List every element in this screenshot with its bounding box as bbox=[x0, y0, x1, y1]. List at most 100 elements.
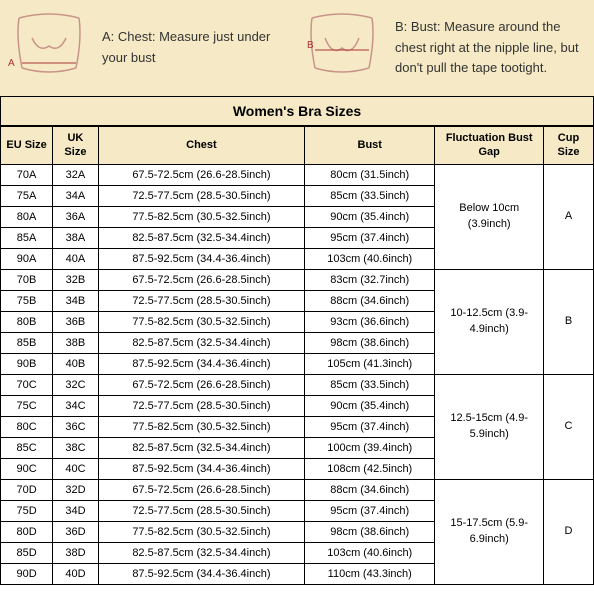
cell-eu-size: 70C bbox=[1, 374, 53, 395]
cell-uk-size: 32A bbox=[53, 164, 99, 185]
cell-eu-size: 70B bbox=[1, 269, 53, 290]
cell-bust: 95cm (37.4inch) bbox=[305, 227, 435, 248]
cell-chest: 77.5-82.5cm (30.5-32.5inch) bbox=[98, 311, 304, 332]
measure-a-text: A: Chest: Measure just under your bust bbox=[102, 27, 297, 69]
cell-chest: 82.5-87.5cm (32.5-34.4inch) bbox=[98, 227, 304, 248]
size-table-container: Women's Bra Sizes EU Size UK Size Chest … bbox=[0, 97, 594, 585]
cell-chest: 82.5-87.5cm (32.5-34.4inch) bbox=[98, 332, 304, 353]
table-row: 70C32C67.5-72.5cm (26.6-28.5inch)85cm (3… bbox=[1, 374, 594, 395]
cell-bust: 108cm (42.5inch) bbox=[305, 458, 435, 479]
cell-uk-size: 32D bbox=[53, 479, 99, 500]
cell-uk-size: 36D bbox=[53, 521, 99, 542]
measure-b-col: B B: Bust: Measure around the chest righ… bbox=[297, 8, 590, 88]
cell-eu-size: 80D bbox=[1, 521, 53, 542]
cell-chest: 72.5-77.5cm (28.5-30.5inch) bbox=[98, 500, 304, 521]
cell-uk-size: 40A bbox=[53, 248, 99, 269]
diagram-a-label: A bbox=[8, 58, 15, 69]
cell-bust: 100cm (39.4inch) bbox=[305, 437, 435, 458]
cell-chest: 67.5-72.5cm (26.6-28.5inch) bbox=[98, 164, 304, 185]
col-uk-size: UK Size bbox=[53, 127, 99, 165]
cell-eu-size: 75A bbox=[1, 185, 53, 206]
cell-chest: 72.5-77.5cm (28.5-30.5inch) bbox=[98, 290, 304, 311]
cell-uk-size: 38C bbox=[53, 437, 99, 458]
cell-chest: 77.5-82.5cm (30.5-32.5inch) bbox=[98, 206, 304, 227]
cell-bust: 88cm (34.6inch) bbox=[305, 479, 435, 500]
cell-eu-size: 75D bbox=[1, 500, 53, 521]
cell-uk-size: 40C bbox=[53, 458, 99, 479]
cell-chest: 82.5-87.5cm (32.5-34.4inch) bbox=[98, 437, 304, 458]
cell-bust: 105cm (41.3inch) bbox=[305, 353, 435, 374]
cell-bust: 85cm (33.5inch) bbox=[305, 374, 435, 395]
table-header-row: EU Size UK Size Chest Bust Fluctuation B… bbox=[1, 127, 594, 165]
cell-uk-size: 38D bbox=[53, 542, 99, 563]
cell-chest: 72.5-77.5cm (28.5-30.5inch) bbox=[98, 185, 304, 206]
table-row: 70D32D67.5-72.5cm (26.6-28.5inch)88cm (3… bbox=[1, 479, 594, 500]
cell-eu-size: 90D bbox=[1, 563, 53, 584]
cell-eu-size: 70D bbox=[1, 479, 53, 500]
cell-cup-size: A bbox=[544, 164, 594, 269]
cell-eu-size: 75C bbox=[1, 395, 53, 416]
table-row: 70B32B67.5-72.5cm (26.6-28.5inch)83cm (3… bbox=[1, 269, 594, 290]
cell-chest: 77.5-82.5cm (30.5-32.5inch) bbox=[98, 416, 304, 437]
cell-chest: 87.5-92.5cm (34.4-36.4inch) bbox=[98, 248, 304, 269]
col-eu-size: EU Size bbox=[1, 127, 53, 165]
cell-fluctuation: Below 10cm (3.9inch) bbox=[435, 164, 544, 269]
cell-cup-size: B bbox=[544, 269, 594, 374]
cell-fluctuation: 15-17.5cm (5.9-6.9inch) bbox=[435, 479, 544, 584]
cell-cup-size: C bbox=[544, 374, 594, 479]
table-row: 70A32A67.5-72.5cm (26.6-28.5inch)80cm (3… bbox=[1, 164, 594, 185]
cell-bust: 90cm (35.4inch) bbox=[305, 395, 435, 416]
cell-eu-size: 85B bbox=[1, 332, 53, 353]
cell-eu-size: 90C bbox=[1, 458, 53, 479]
cell-bust: 90cm (35.4inch) bbox=[305, 206, 435, 227]
measure-a-col: A A: Chest: Measure just under your bust bbox=[4, 8, 297, 88]
cell-eu-size: 85D bbox=[1, 542, 53, 563]
cell-fluctuation: 10-12.5cm (3.9-4.9inch) bbox=[435, 269, 544, 374]
cell-bust: 95cm (37.4inch) bbox=[305, 500, 435, 521]
cell-eu-size: 80A bbox=[1, 206, 53, 227]
cell-bust: 85cm (33.5inch) bbox=[305, 185, 435, 206]
col-fluctuation: Fluctuation Bust Gap bbox=[435, 127, 544, 165]
cell-uk-size: 38A bbox=[53, 227, 99, 248]
cell-uk-size: 32B bbox=[53, 269, 99, 290]
cell-uk-size: 38B bbox=[53, 332, 99, 353]
cell-chest: 67.5-72.5cm (26.6-28.5inch) bbox=[98, 269, 304, 290]
chest-diagram-icon: A bbox=[4, 8, 94, 88]
cell-chest: 77.5-82.5cm (30.5-32.5inch) bbox=[98, 521, 304, 542]
cell-cup-size: D bbox=[544, 479, 594, 584]
cell-chest: 82.5-87.5cm (32.5-34.4inch) bbox=[98, 542, 304, 563]
cell-chest: 87.5-92.5cm (34.4-36.4inch) bbox=[98, 563, 304, 584]
bust-diagram-icon: B bbox=[297, 8, 387, 88]
cell-uk-size: 34D bbox=[53, 500, 99, 521]
col-bust: Bust bbox=[305, 127, 435, 165]
cell-uk-size: 40B bbox=[53, 353, 99, 374]
cell-uk-size: 36A bbox=[53, 206, 99, 227]
cell-uk-size: 40D bbox=[53, 563, 99, 584]
cell-uk-size: 36B bbox=[53, 311, 99, 332]
col-cup-size: Cup Size bbox=[544, 127, 594, 165]
cell-uk-size: 34C bbox=[53, 395, 99, 416]
col-chest: Chest bbox=[98, 127, 304, 165]
cell-chest: 67.5-72.5cm (26.6-28.5inch) bbox=[98, 374, 304, 395]
cell-uk-size: 36C bbox=[53, 416, 99, 437]
table-body: 70A32A67.5-72.5cm (26.6-28.5inch)80cm (3… bbox=[1, 164, 594, 584]
bra-size-table: EU Size UK Size Chest Bust Fluctuation B… bbox=[0, 126, 594, 585]
cell-chest: 67.5-72.5cm (26.6-28.5inch) bbox=[98, 479, 304, 500]
cell-eu-size: 85C bbox=[1, 437, 53, 458]
cell-bust: 95cm (37.4inch) bbox=[305, 416, 435, 437]
cell-eu-size: 90B bbox=[1, 353, 53, 374]
cell-bust: 110cm (43.3inch) bbox=[305, 563, 435, 584]
cell-bust: 103cm (40.6inch) bbox=[305, 248, 435, 269]
cell-bust: 103cm (40.6inch) bbox=[305, 542, 435, 563]
cell-bust: 98cm (38.6inch) bbox=[305, 332, 435, 353]
measurement-header: A A: Chest: Measure just under your bust… bbox=[0, 0, 594, 97]
diagram-b-label: B bbox=[307, 40, 314, 51]
cell-uk-size: 34A bbox=[53, 185, 99, 206]
cell-uk-size: 34B bbox=[53, 290, 99, 311]
measure-b-text: B: Bust: Measure around the chest right … bbox=[395, 17, 590, 79]
cell-bust: 80cm (31.5inch) bbox=[305, 164, 435, 185]
cell-chest: 72.5-77.5cm (28.5-30.5inch) bbox=[98, 395, 304, 416]
cell-eu-size: 90A bbox=[1, 248, 53, 269]
cell-eu-size: 70A bbox=[1, 164, 53, 185]
cell-bust: 98cm (38.6inch) bbox=[305, 521, 435, 542]
